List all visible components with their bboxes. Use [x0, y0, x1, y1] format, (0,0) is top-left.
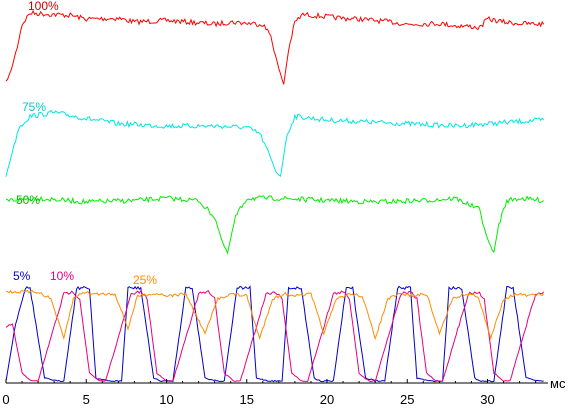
series-line-5-percent	[5, 285, 544, 383]
x-tick-label: 5	[83, 392, 90, 407]
series-label-75: 75%	[22, 100, 46, 114]
series-line-25-percent	[6, 289, 545, 341]
x-tick-label: 10	[159, 392, 173, 407]
x-tick-label: 25	[400, 392, 414, 407]
x-axis-label: мс	[550, 376, 566, 391]
series-line-100-percent	[5, 9, 545, 85]
x-tick-label: 0	[2, 392, 9, 407]
x-tick-label: 30	[480, 392, 494, 407]
series-label-50: 50%	[16, 193, 40, 207]
series-label-25: 25%	[133, 273, 157, 287]
series-line-10-percent	[5, 289, 545, 383]
x-tick-label: 15	[240, 392, 254, 407]
series-label-10: 10%	[50, 269, 74, 283]
series-line-50-percent	[5, 195, 545, 255]
traces	[5, 9, 545, 383]
series-line-75-percent	[5, 109, 545, 178]
series-label-100: 100%	[28, 0, 59, 13]
series-label-5: 5%	[13, 269, 31, 283]
x-ticks: 0 5 10 15 20 25 30	[2, 379, 537, 407]
x-tick-label: 20	[320, 392, 334, 407]
